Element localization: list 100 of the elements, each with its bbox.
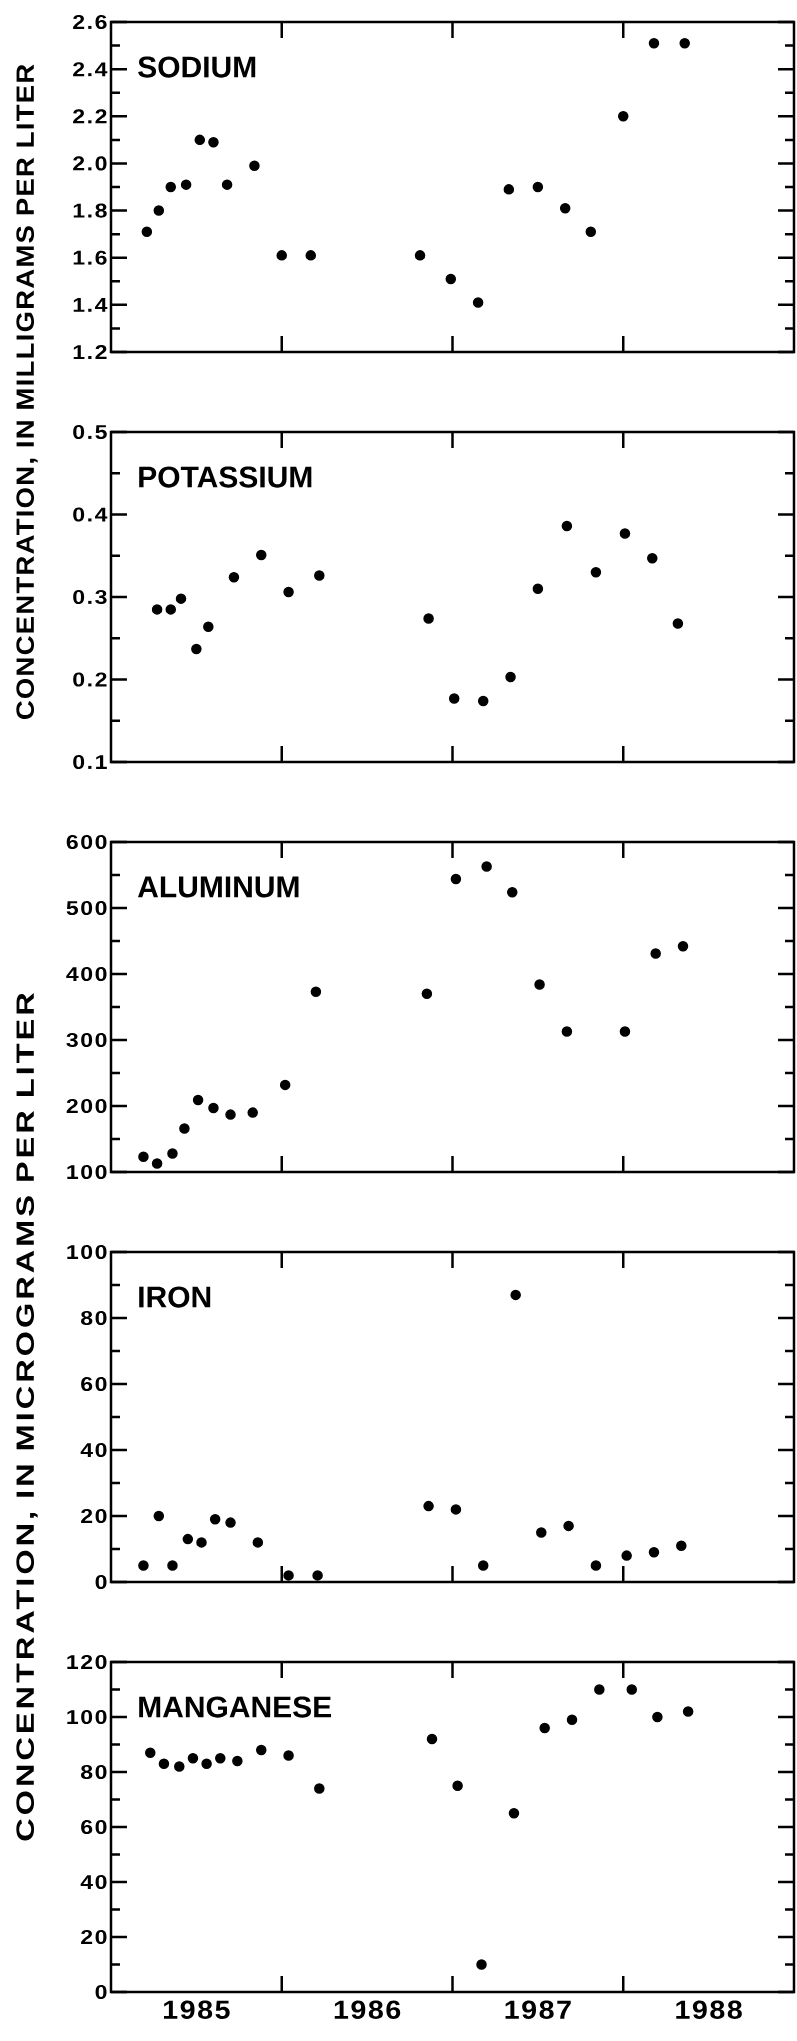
point [314,570,325,581]
point [203,621,214,632]
point [561,1026,573,1037]
point [452,1780,463,1792]
text: SODIUM [138,56,256,78]
point [626,1684,638,1695]
y-tick-label: 200 [66,1098,107,1114]
point [676,1540,687,1551]
y-tick-label: 100 [67,1709,107,1725]
point [423,613,434,624]
y-tick-label: 2.0 [73,156,107,171]
point [682,1706,694,1717]
point [477,695,489,707]
point [476,1959,487,1970]
point [423,1500,434,1512]
point [648,1547,660,1558]
y-tick-label: 0 [95,1984,107,2000]
point [505,671,516,683]
point [252,1537,264,1548]
point [145,1747,156,1759]
y-tick-label: 60 [81,1376,107,1392]
point [421,988,433,1000]
point [508,1808,520,1819]
point [215,1753,226,1764]
y-tick-label: 60 [81,1819,107,1835]
point [138,1151,149,1163]
point [187,1753,199,1764]
point [179,1123,190,1134]
point [536,1527,547,1538]
point [201,1758,212,1770]
point [174,1761,185,1772]
point [225,1109,236,1120]
point [414,250,426,261]
point [256,1744,267,1756]
point [194,134,206,146]
y-tick-label: 0.5 [73,424,107,440]
point [561,520,573,532]
point [534,979,545,990]
point [196,1537,207,1548]
point [590,1560,602,1571]
point [138,1560,149,1571]
point [585,226,597,238]
point [191,643,202,655]
point [153,205,165,216]
y-tick-label: 300 [66,1032,107,1048]
point [566,1714,578,1726]
x-tick-label: 1988 [676,2000,742,2019]
point [617,111,629,122]
point [151,1158,163,1169]
point [247,1107,258,1118]
y-tick-label: 1.4 [73,298,108,312]
point [158,1758,170,1770]
point [539,1722,550,1734]
y-tick-label: 500 [66,900,107,916]
point [648,37,660,49]
text: ALUMINUM [137,876,299,898]
y-tick-label: 0.3 [73,589,107,605]
point [677,941,689,952]
y-tick-label: 2.6 [73,14,107,30]
point [180,179,192,190]
point [167,1148,178,1159]
point [208,136,219,148]
point [165,181,177,193]
point [532,181,544,193]
y-tick-label: 40 [80,1874,107,1890]
point [283,586,294,598]
y-tick-label: 100 [67,1164,107,1180]
point [279,1079,291,1091]
text: IRON [139,1286,211,1308]
y-tick-label: 0 [95,1574,107,1590]
y-tick-label: 400 [66,966,107,982]
y-tick-label: 80 [81,1310,107,1326]
point [450,873,462,885]
point [532,583,544,595]
point [314,1783,325,1794]
x-tick-label: 1987 [505,2000,571,2019]
y-tick-label: 1.8 [73,203,107,218]
point [192,1094,204,1106]
point [481,861,492,872]
point [225,1517,236,1528]
point [679,37,690,49]
y-tick-label: 600 [66,834,107,850]
point [619,1026,631,1037]
point [652,1711,663,1723]
point [672,618,684,629]
point [590,567,602,578]
point [559,202,571,214]
point [650,948,661,959]
point [510,1289,521,1301]
point [619,528,631,539]
point [165,604,177,615]
y-tick-label: 2.4 [73,62,108,77]
point [426,1733,438,1745]
y-tick-label: 1.6 [73,250,107,265]
point [256,549,267,561]
y-axis-title: CONCENTRATION, IN MILLIGRAMS PER LITER [16,64,38,720]
point [472,297,484,308]
point [647,552,658,564]
point [175,593,187,604]
point [312,1570,323,1581]
